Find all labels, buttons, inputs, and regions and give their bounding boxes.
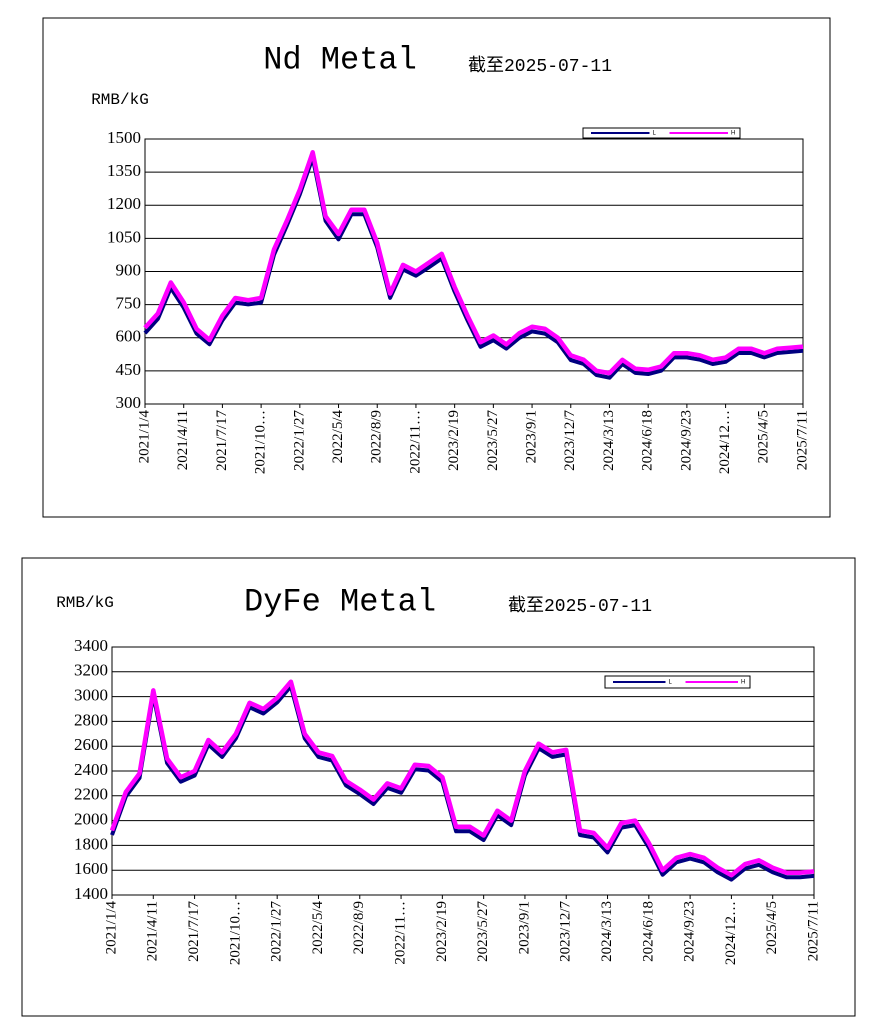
- y-tick-label: 1600: [74, 859, 108, 878]
- y-tick-label: 2200: [74, 785, 108, 804]
- legend-box: [582, 127, 741, 139]
- y-tick-label: 1400: [74, 884, 108, 903]
- x-tick-label: 2022/5/4: [330, 410, 346, 464]
- x-tick-label: 2023/5/27: [475, 901, 491, 962]
- y-tick-label: 3000: [74, 686, 108, 705]
- x-tick-label: 2021/7/17: [186, 901, 202, 962]
- chart-frame: [21, 557, 856, 1017]
- x-tick-label: 2022/11…: [392, 901, 408, 965]
- y-tick-label: 3400: [74, 636, 108, 655]
- y-tick-label: 2400: [74, 760, 108, 779]
- chart-title: Nd Metal: [263, 41, 417, 78]
- x-tick-label: 2023/9/1: [523, 410, 539, 463]
- y-tick-label: 450: [116, 360, 142, 379]
- chart-title: DyFe Metal: [244, 583, 436, 620]
- x-tick-label: 2025/4/5: [764, 901, 780, 954]
- x-tick-label: 2021/4/11: [145, 901, 161, 961]
- chart-frame: [42, 17, 831, 518]
- y-tick-label: 600: [116, 327, 142, 346]
- x-tick-label: 2021/1/4: [103, 901, 119, 955]
- plot-border: [144, 138, 804, 405]
- chart-subtitle: 截至2025-07-11: [508, 595, 652, 617]
- legend-label: H: [741, 680, 745, 686]
- x-tick-label: 2022/8/9: [369, 410, 385, 463]
- plot-border: [111, 646, 815, 896]
- y-tick-label: 3200: [74, 661, 108, 680]
- y-axis-label: RMB/kG: [91, 91, 149, 109]
- y-tick-label: 1800: [74, 834, 108, 853]
- x-tick-label: 2024/12…: [717, 410, 733, 474]
- x-tick-label: 2025/7/11: [805, 901, 821, 961]
- x-tick-label: 2022/5/4: [310, 901, 326, 955]
- series-line: [143, 150, 804, 376]
- series-line: [109, 679, 815, 878]
- x-tick-label: 2023/9/1: [516, 901, 532, 954]
- x-tick-label: 2024/12…: [723, 901, 739, 965]
- x-tick-label: 2025/7/11: [794, 410, 810, 470]
- x-tick-label: 2024/6/18: [640, 901, 656, 962]
- legend-label: H: [731, 131, 735, 137]
- x-tick-label: 2024/9/23: [682, 901, 698, 962]
- y-tick-label: 1500: [107, 128, 141, 147]
- x-tick-label: 2021/1/4: [136, 410, 152, 464]
- x-tick-label: 2023/12/7: [562, 410, 578, 471]
- x-tick-label: 2023/12/7: [558, 901, 574, 962]
- series-line: [110, 684, 815, 882]
- y-tick-label: 300: [116, 393, 142, 412]
- legend-box: [604, 675, 751, 689]
- y-tick-label: 1200: [107, 194, 141, 213]
- legend-label: L: [669, 680, 673, 686]
- x-tick-label: 2021/10…: [227, 901, 243, 965]
- y-tick-label: 1350: [107, 161, 141, 180]
- y-tick-label: 750: [116, 294, 142, 313]
- x-tick-label: 2024/6/18: [640, 410, 656, 471]
- x-tick-label: 2021/7/17: [214, 410, 230, 471]
- x-tick-label: 2024/3/13: [599, 901, 615, 962]
- legend-label: L: [653, 131, 657, 137]
- y-axis-label: RMB/kG: [56, 594, 114, 612]
- x-tick-label: 2023/5/27: [485, 410, 501, 471]
- y-tick-label: 1050: [107, 227, 141, 246]
- x-tick-label: 2021/10…: [253, 410, 269, 474]
- x-tick-label: 2025/4/5: [756, 410, 772, 463]
- x-tick-label: 2022/1/27: [291, 410, 307, 471]
- x-tick-label: 2021/4/11: [175, 410, 191, 470]
- chart-subtitle: 截至2025-07-11: [468, 55, 612, 77]
- y-tick-label: 900: [116, 260, 142, 279]
- x-tick-label: 2024/9/23: [678, 410, 694, 471]
- x-tick-label: 2022/11…: [407, 410, 423, 474]
- x-tick-label: 2022/1/27: [269, 901, 285, 962]
- x-tick-label: 2022/8/9: [351, 901, 367, 954]
- y-tick-label: 2000: [74, 810, 108, 829]
- y-tick-label: 2600: [74, 735, 108, 754]
- x-tick-label: 2023/2/19: [446, 410, 462, 471]
- y-tick-label: 2800: [74, 710, 108, 729]
- x-tick-label: 2023/2/19: [434, 901, 450, 962]
- x-tick-label: 2024/3/13: [601, 410, 617, 471]
